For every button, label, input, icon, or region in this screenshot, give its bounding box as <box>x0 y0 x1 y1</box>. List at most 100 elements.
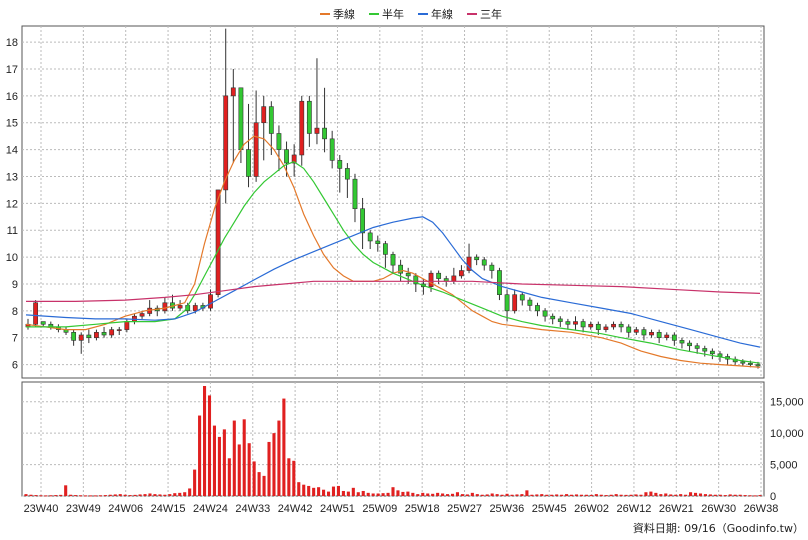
volume-bar <box>64 485 68 496</box>
volume-bar <box>356 492 360 496</box>
candle-body <box>276 133 282 150</box>
candle-body <box>215 189 221 296</box>
volume-bar <box>728 494 732 496</box>
y-tick-label: 12 <box>6 198 18 210</box>
candle-body <box>86 334 92 338</box>
volume-bar <box>470 492 474 496</box>
volume-bar <box>88 495 93 497</box>
volume-bar <box>257 472 261 496</box>
volume-bar <box>495 494 499 496</box>
volume-bar <box>227 458 231 496</box>
volume-bar <box>718 494 722 496</box>
volume-bar <box>39 495 43 497</box>
volume-bar <box>619 494 623 496</box>
volume-bar <box>307 485 311 496</box>
candle-body <box>268 106 274 134</box>
candle-body <box>398 264 404 274</box>
y-tick-label: 8 <box>12 306 18 318</box>
candle-body <box>459 270 464 277</box>
volume-bar <box>29 494 33 496</box>
candle-body <box>588 323 594 328</box>
volume-bar <box>346 491 350 496</box>
volume-bar <box>649 491 653 496</box>
candle-body <box>687 342 692 347</box>
candle-body <box>633 329 639 333</box>
candle-body <box>603 326 609 330</box>
volume-bar <box>292 460 296 496</box>
volume-bar <box>431 493 435 496</box>
volume-bar <box>69 494 73 496</box>
candle-body <box>337 160 343 169</box>
candle-body <box>223 95 229 191</box>
y-tick-label: 13 <box>6 171 18 183</box>
x-tick-label: 26W02 <box>574 503 609 515</box>
volume-bar <box>54 495 58 497</box>
x-tick-label: 25W45 <box>532 503 567 515</box>
volume-bar <box>133 494 137 496</box>
volume-bar <box>441 493 445 496</box>
volume-bar <box>98 495 102 497</box>
volume-bar <box>138 494 142 496</box>
volume-bar <box>758 495 762 497</box>
volume-bar <box>93 495 97 497</box>
candle-body <box>109 329 115 336</box>
y-tick-label: 17 <box>6 64 18 76</box>
volume-bar <box>83 495 88 497</box>
y-tick-label: 16 <box>6 91 18 103</box>
volume-bar <box>550 494 554 496</box>
volume-bar <box>74 495 78 497</box>
volume-bar <box>654 492 658 496</box>
x-tick-label: 25W09 <box>362 503 397 515</box>
candle-body <box>512 294 518 312</box>
volume-bar <box>113 494 117 496</box>
volume-bar <box>386 492 390 496</box>
x-tick-label: 24W15 <box>151 503 186 515</box>
volume-bar <box>267 441 271 496</box>
ma-line <box>26 161 761 364</box>
volume-bar <box>738 494 742 496</box>
volume-tick-label: 10,000 <box>770 428 804 440</box>
volume-bar <box>188 488 192 496</box>
candle-body <box>238 87 244 150</box>
candle-body <box>162 302 168 312</box>
volume-bar <box>723 495 727 497</box>
volume-bar <box>312 487 316 496</box>
volume-bar <box>183 492 187 496</box>
candle-body <box>261 106 267 124</box>
volume-bar <box>535 494 539 496</box>
volume-bar <box>530 494 534 496</box>
volume-bar <box>401 491 405 496</box>
candle-body <box>306 100 312 134</box>
volume-bar <box>222 429 226 496</box>
candle-body <box>246 149 251 177</box>
volume-bar <box>505 493 509 496</box>
volume-bar <box>436 492 440 496</box>
volume-bar <box>272 433 276 496</box>
volume-bar <box>262 475 266 496</box>
y-tick-label: 14 <box>6 145 18 157</box>
volume-bar <box>540 494 544 496</box>
volume-bar <box>173 493 177 496</box>
volume-bar <box>659 494 663 496</box>
y-tick-label: 6 <box>12 360 18 372</box>
candle-body <box>40 321 46 325</box>
volume-bar <box>753 495 757 497</box>
x-tick-label: 24W51 <box>320 503 355 515</box>
volume-bar <box>679 494 683 496</box>
volume-bar <box>297 482 301 496</box>
x-tick-label: 24W06 <box>108 503 143 515</box>
x-tick-label: 24W33 <box>235 503 270 515</box>
volume-bar <box>277 420 281 496</box>
y-tick-label: 15 <box>6 118 18 130</box>
volume-bar <box>669 494 673 496</box>
volume-bar <box>480 494 484 496</box>
volume-bar <box>44 495 48 497</box>
volume-bar <box>217 436 221 496</box>
volume-bar <box>49 495 53 497</box>
x-tick-label: 24W24 <box>193 503 228 515</box>
volume-bar <box>361 490 365 496</box>
volume-bar <box>128 495 132 497</box>
volume-bar <box>565 494 569 496</box>
volume-bar <box>455 492 460 496</box>
candle-body <box>352 178 358 210</box>
